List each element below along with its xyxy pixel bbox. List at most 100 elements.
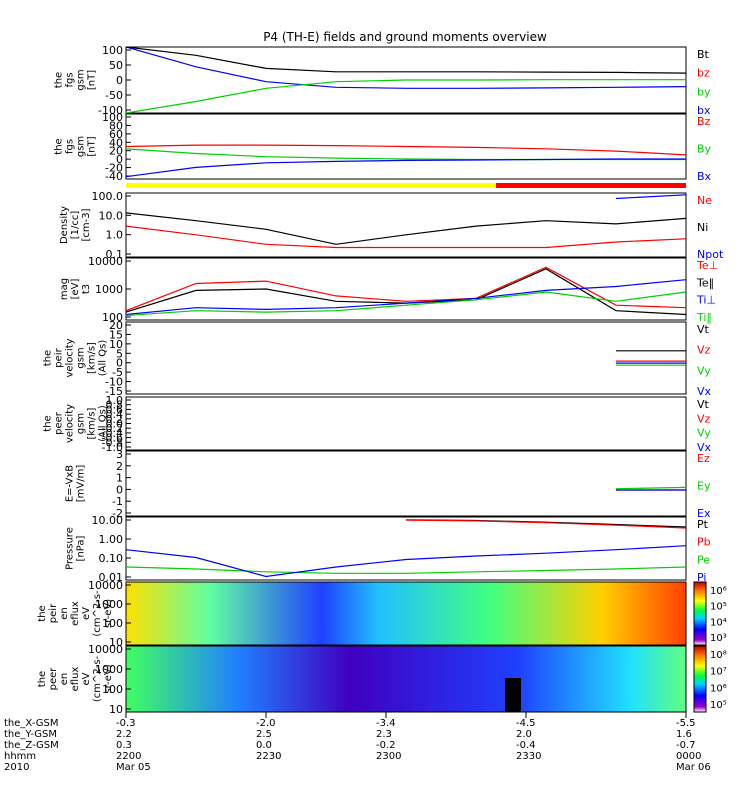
legend-Vx: Vx — [697, 441, 712, 454]
series-Pb — [405, 519, 687, 529]
legend-Vz: Vz — [697, 412, 711, 425]
y-tick-label: 60 — [109, 128, 123, 141]
y-axis-label: [cm-3] — [81, 208, 92, 241]
footer-value: -0.4 — [516, 740, 536, 751]
y-axis-label: [1/cc] — [70, 211, 81, 240]
footer-value: 2.2 — [116, 729, 132, 740]
y-tick-label: 20 — [109, 145, 123, 158]
y-tick-label: 1000 — [95, 663, 123, 676]
y-tick-label: -0.2 — [102, 422, 123, 435]
data-gap — [505, 678, 521, 712]
y-tick-label: 100 — [102, 111, 123, 124]
panel-temperature: 10000 1000 100 mag [eV] t3 Te⊥ Te‖ Ti⊥ Ti‖ — [59, 255, 718, 324]
y-tick-label: 0.4 — [106, 408, 124, 421]
y-axis-label: sr-eV) — [103, 599, 114, 628]
series-Bz — [125, 144, 687, 156]
y-tick-label: 10 — [109, 703, 123, 716]
legend-Ti‖: Ti‖ — [696, 311, 712, 324]
y-tick-label: -5 — [112, 366, 123, 379]
y-axis-label: eV — [81, 607, 92, 620]
panel-peir-eflux: 10⁶ 10⁵ 10⁴ 10³ 10000 1000 100 10 the peir en eflux… — [37, 579, 727, 649]
y-tick-label: 0 — [116, 153, 123, 166]
colorbar-peir-eflux — [693, 581, 707, 646]
y-tick-label: 40 — [109, 136, 123, 149]
legend-Pe: Pe — [697, 553, 710, 566]
series-by — [125, 79, 686, 114]
y-axis-label: [km/s] — [87, 407, 98, 439]
y-tick-label: 10 — [109, 338, 123, 351]
legend-Te‖: Te‖ — [696, 276, 714, 289]
footer-value: -4.5 — [516, 718, 536, 729]
y-tick-label: 0.6 — [106, 403, 124, 416]
legend-Vz: Vz — [697, 344, 711, 357]
legend-By: By — [697, 143, 712, 156]
series-Ey — [615, 486, 687, 490]
y-axis-label: [mV/m] — [76, 465, 87, 503]
colorbar-tick: 10⁵ — [710, 602, 727, 613]
y-tick-label: 1000 — [95, 598, 123, 611]
legend-Npot: Npot — [697, 248, 724, 261]
footer-value: 2330 — [516, 751, 541, 762]
legend-Pi: Pi — [697, 571, 706, 584]
footer-value: 2.5 — [256, 729, 272, 740]
series-bx — [125, 46, 687, 89]
legend-Vy: Vy — [697, 427, 711, 440]
footer-value: -0.2 — [376, 740, 396, 751]
y-tick-label: -1.0 — [102, 441, 123, 454]
y-tick-label: 80 — [109, 119, 123, 132]
y-axis-label: en — [59, 607, 70, 620]
y-tick-label: 0 — [116, 483, 123, 496]
footer-row-label: hhmm — [4, 751, 36, 762]
y-axis-label: (All Qs) — [98, 405, 109, 442]
figure-title: P4 (TH-E) fields and ground moments over… — [263, 30, 547, 44]
panel-peer-velocity: 1.00.80.60.40.20.0-0.2-0.4-0.6-0.8-1.0 th… — [43, 394, 712, 454]
series-Bx — [125, 158, 686, 178]
footer-row-label: the_Y-GSM — [4, 729, 57, 740]
legend-Bz: Bz — [697, 115, 711, 128]
footer-row-label: 2010 — [4, 762, 29, 773]
panel-density: 100.0 10.0 1.0 0.1 Density [1/cc] [cm-3] Ne Ni Np… — [59, 190, 724, 261]
legend-Ti⊥: Ti⊥ — [696, 294, 716, 307]
panel-frame — [125, 450, 687, 517]
y-axis-label: fgs — [65, 139, 76, 154]
series-Te⊥ — [125, 266, 687, 312]
y-axis-label: eflux — [70, 601, 81, 626]
y-tick-label: 100 — [102, 683, 123, 696]
y-axis-label: gsm — [76, 136, 87, 157]
panel-frame — [125, 645, 687, 713]
colorbar-tick: 10⁷ — [710, 667, 727, 678]
y-axis-label: [km/s] — [87, 342, 98, 374]
panel-frame — [125, 396, 687, 451]
footer-value: -0.7 — [676, 740, 696, 751]
colorbar-tick: 10³ — [710, 633, 727, 644]
footer-value: 2230 — [256, 751, 281, 762]
y-axis-label: eV — [81, 672, 92, 685]
y-axis-label: Pressure — [65, 527, 76, 570]
colorbar-tick: 10⁵ — [710, 700, 727, 711]
panel-frame — [125, 581, 687, 646]
y-axis-label: eflux — [70, 667, 81, 692]
y-tick-label: -0.8 — [102, 436, 123, 449]
footer-value: -3.4 — [376, 718, 396, 729]
y-axis-label: velocity — [65, 338, 76, 377]
footer-value: Mar 06 — [676, 762, 711, 773]
y-tick-label: 20 — [109, 319, 123, 332]
legend-Bx: Bx — [697, 170, 712, 183]
y-tick-label: -50 — [105, 89, 123, 102]
y-axis-label: the — [43, 415, 54, 431]
series-Ti‖ — [125, 291, 687, 317]
panel-peer-eflux: 10⁸ 10⁷ 10⁶ 10⁵ 10000 1000 100 10 the peer en eflux… — [37, 643, 727, 716]
y-axis-label: [nPa] — [76, 535, 87, 561]
footer-value: -2.0 — [256, 718, 276, 729]
y-tick-label: -10 — [105, 376, 123, 389]
colorbar-tick: 10⁸ — [710, 650, 727, 661]
y-axis-label: the — [37, 671, 48, 687]
y-tick-label: 0.2 — [106, 413, 124, 426]
legend-Te⊥: Te⊥ — [696, 259, 718, 272]
y-tick-label: -2 — [112, 507, 123, 520]
y-tick-label: 2 — [116, 460, 123, 473]
footer-value: 2300 — [376, 751, 401, 762]
y-tick-label: -20 — [105, 162, 123, 175]
